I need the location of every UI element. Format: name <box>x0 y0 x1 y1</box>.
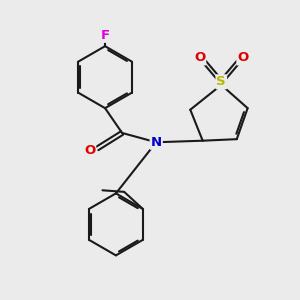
Text: N: N <box>151 136 162 149</box>
Text: F: F <box>100 29 109 42</box>
Text: O: O <box>237 51 249 64</box>
Text: S: S <box>217 75 226 88</box>
Text: O: O <box>194 51 205 64</box>
Text: O: O <box>84 143 95 157</box>
